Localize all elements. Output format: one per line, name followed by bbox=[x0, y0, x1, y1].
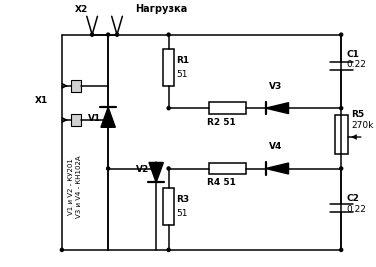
Ellipse shape bbox=[115, 33, 118, 36]
Text: R1: R1 bbox=[176, 56, 190, 65]
Ellipse shape bbox=[340, 248, 343, 252]
Text: X1: X1 bbox=[34, 96, 48, 105]
Text: 51: 51 bbox=[176, 69, 188, 78]
Ellipse shape bbox=[91, 33, 94, 36]
Polygon shape bbox=[101, 107, 115, 127]
Polygon shape bbox=[149, 163, 163, 182]
Ellipse shape bbox=[61, 248, 64, 252]
Bar bbox=[163, 49, 174, 86]
Text: R3: R3 bbox=[176, 195, 190, 205]
Bar bbox=[209, 163, 246, 174]
Text: Нагрузка: Нагрузка bbox=[135, 4, 187, 14]
Text: 270k: 270k bbox=[351, 121, 373, 130]
Text: R2 51: R2 51 bbox=[207, 118, 236, 127]
Bar bbox=[163, 188, 174, 225]
Text: V2: V2 bbox=[136, 165, 149, 174]
Text: V3 и V4 - КН102А: V3 и V4 - КН102А bbox=[76, 156, 82, 218]
Text: V1 и V2 - КУ201: V1 и V2 - КУ201 bbox=[68, 158, 74, 215]
Text: C1: C1 bbox=[347, 50, 359, 59]
Text: X2: X2 bbox=[75, 5, 88, 14]
Polygon shape bbox=[266, 103, 288, 113]
Text: R5: R5 bbox=[351, 110, 364, 119]
Text: 0.22: 0.22 bbox=[347, 60, 366, 69]
Ellipse shape bbox=[167, 167, 170, 170]
Bar bbox=[71, 80, 81, 92]
Text: V1: V1 bbox=[88, 114, 101, 123]
Bar bbox=[335, 115, 347, 154]
Text: 0.22: 0.22 bbox=[347, 205, 366, 214]
Ellipse shape bbox=[167, 248, 170, 252]
Text: C2: C2 bbox=[347, 194, 359, 203]
Ellipse shape bbox=[167, 33, 170, 36]
Ellipse shape bbox=[155, 167, 158, 170]
Ellipse shape bbox=[340, 107, 343, 110]
Text: 51: 51 bbox=[176, 209, 188, 218]
Polygon shape bbox=[266, 163, 288, 174]
Text: V4: V4 bbox=[269, 143, 282, 151]
Bar bbox=[209, 102, 246, 114]
Ellipse shape bbox=[107, 167, 110, 170]
Ellipse shape bbox=[107, 33, 110, 36]
Text: R4 51: R4 51 bbox=[207, 178, 236, 187]
Ellipse shape bbox=[167, 107, 170, 110]
Ellipse shape bbox=[340, 33, 343, 36]
Ellipse shape bbox=[340, 167, 343, 170]
Bar bbox=[71, 114, 81, 126]
Text: V3: V3 bbox=[269, 82, 282, 91]
